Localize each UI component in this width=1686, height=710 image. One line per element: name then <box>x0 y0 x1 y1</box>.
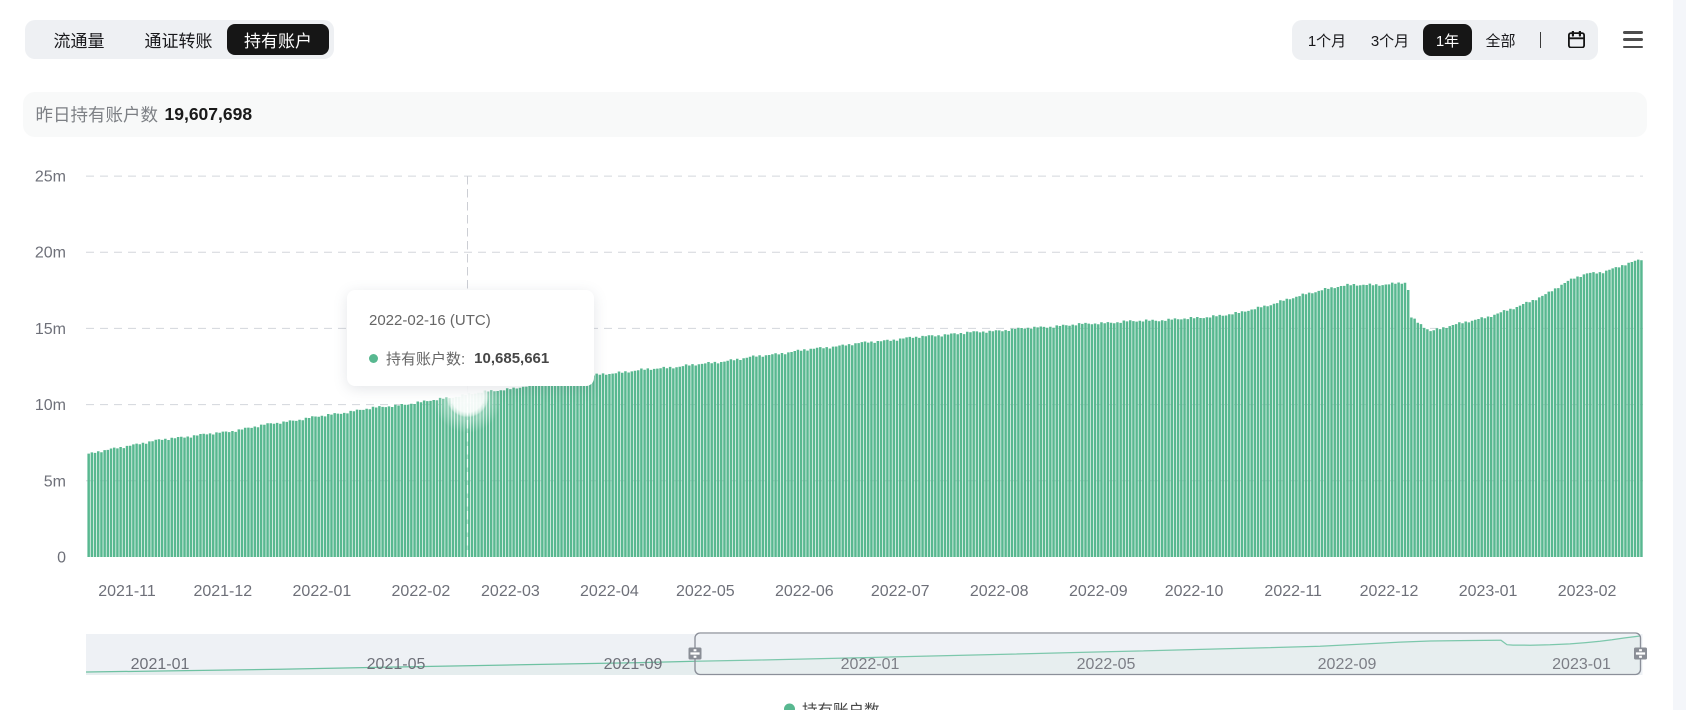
svg-text:2022-02: 2022-02 <box>392 583 451 600</box>
svg-text:2023-01: 2023-01 <box>1552 656 1611 673</box>
svg-text:2021-12: 2021-12 <box>193 583 252 600</box>
svg-text:2022-08: 2022-08 <box>970 583 1029 600</box>
svg-text:0: 0 <box>57 550 66 567</box>
svg-text:2022-09: 2022-09 <box>1069 583 1128 600</box>
svg-text:2022-01: 2022-01 <box>841 656 900 673</box>
svg-text:2022-12: 2022-12 <box>1360 583 1419 600</box>
svg-text:2022-07: 2022-07 <box>871 583 930 600</box>
svg-text:2022-04: 2022-04 <box>580 583 639 600</box>
svg-text:2023-01: 2023-01 <box>1459 583 1518 600</box>
svg-text:2022-05: 2022-05 <box>676 583 735 600</box>
svg-text:10m: 10m <box>35 397 66 414</box>
svg-text:2023-02: 2023-02 <box>1558 583 1617 600</box>
svg-text:2021-09: 2021-09 <box>604 656 663 673</box>
svg-text:2022-05: 2022-05 <box>1077 656 1136 673</box>
svg-text:25m: 25m <box>35 169 66 186</box>
svg-text:2022-06: 2022-06 <box>775 583 834 600</box>
svg-text:2021-11: 2021-11 <box>98 583 156 600</box>
svg-text:2021-05: 2021-05 <box>367 656 426 673</box>
svg-text:2022-10: 2022-10 <box>1165 583 1224 600</box>
svg-text:2022-01: 2022-01 <box>293 583 352 600</box>
svg-text:2021-01: 2021-01 <box>131 656 190 673</box>
svg-text:5m: 5m <box>44 473 66 490</box>
svg-text:20m: 20m <box>35 245 66 262</box>
svg-text:15m: 15m <box>35 321 66 338</box>
svg-text:2022-11: 2022-11 <box>1264 583 1322 600</box>
svg-text:2022-03: 2022-03 <box>481 583 540 600</box>
svg-text:2022-09: 2022-09 <box>1318 656 1377 673</box>
svg-text:持有账户数: 持有账户数 <box>802 702 880 710</box>
